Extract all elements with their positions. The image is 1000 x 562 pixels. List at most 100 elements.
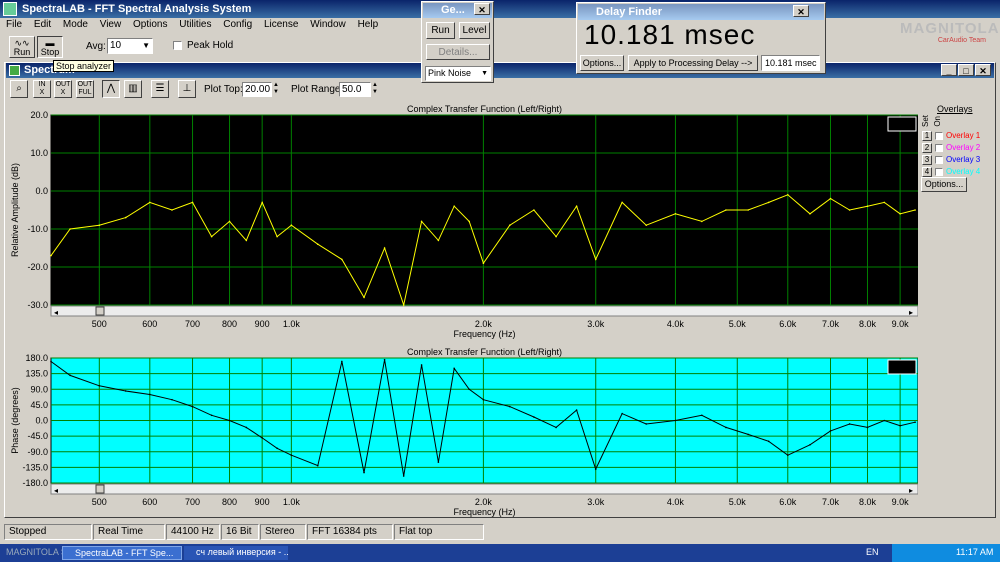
- plot-range-spinner[interactable]: ▲ ▼: [372, 82, 378, 95]
- app-icon: [3, 2, 17, 16]
- y-tick-label: 180.0: [25, 353, 48, 363]
- plot-range-input[interactable]: 50.0: [339, 82, 371, 97]
- line-mode-icon[interactable]: ⋀: [102, 80, 120, 98]
- data-point: [883, 201, 886, 204]
- data-point: [899, 213, 901, 215]
- run-label: Run: [13, 47, 31, 57]
- data-point: [468, 220, 470, 223]
- apply-delay-button[interactable]: Apply to Processing Delay -->: [628, 55, 758, 71]
- data-point: [453, 205, 456, 207]
- bar-mode-icon[interactable]: ▥: [124, 80, 142, 98]
- overlay-checkbox[interactable]: [935, 156, 943, 164]
- chart-title: Complex Transfer Function (Left/Right): [407, 347, 562, 357]
- data-point: [210, 235, 213, 238]
- x-tick-label: 3.0k: [587, 319, 605, 329]
- data-point: [69, 228, 71, 230]
- data-point: [191, 405, 194, 408]
- overlay-set-button[interactable]: 4: [922, 167, 932, 177]
- y-tick-label: 90.0: [30, 384, 48, 394]
- delay-finder-close-button[interactable]: ✕: [793, 5, 809, 17]
- plot-top-input[interactable]: 20.00: [242, 82, 272, 97]
- overlay-set-button[interactable]: 2: [922, 143, 932, 153]
- generator-close-button[interactable]: ✕: [474, 3, 490, 15]
- maximize-button[interactable]: □: [958, 64, 974, 76]
- delay-options-button[interactable]: Options...: [580, 55, 624, 71]
- zoom-out-full-icon[interactable]: OUT FUL: [76, 80, 94, 98]
- menu-view[interactable]: View: [99, 19, 122, 30]
- menu-utilities[interactable]: Utilities: [179, 19, 212, 30]
- language-indicator[interactable]: EN: [866, 547, 879, 557]
- avg-value: 10: [110, 40, 122, 51]
- data-point: [437, 239, 440, 242]
- menu-mode[interactable]: Mode: [62, 19, 88, 30]
- app-title: SpectraLAB - FFT Spectral Analysis Syste…: [22, 3, 252, 15]
- generator-run-button[interactable]: Run: [426, 22, 455, 39]
- avg-select[interactable]: 10 ▼: [107, 38, 153, 54]
- data-point: [533, 209, 535, 211]
- data-point: [674, 419, 677, 422]
- data-point: [509, 405, 511, 408]
- noise-select[interactable]: Pink Noise ▼: [425, 66, 491, 81]
- y-axis-label: Phase (degrees): [10, 387, 20, 454]
- data-point: [437, 461, 440, 463]
- tooltip: Stop analyzer: [53, 60, 115, 72]
- data-point: [149, 393, 151, 396]
- taskbar-item-document[interactable]: сч левый инверсия - ...: [184, 546, 288, 560]
- noise-value: Pink Noise: [428, 68, 472, 78]
- cursor-icon[interactable]: ⊥: [178, 80, 196, 98]
- data-point: [383, 247, 386, 249]
- x-tick-label: 8.0k: [859, 497, 877, 507]
- overlay-checkbox[interactable]: [935, 144, 943, 152]
- overlay-set-button[interactable]: 1: [922, 131, 932, 141]
- menu-edit[interactable]: Edit: [33, 19, 52, 30]
- zoom-out-x-icon[interactable]: OUT X: [54, 80, 72, 98]
- plot-top-spinner[interactable]: ▲ ▼: [273, 82, 279, 95]
- data-point: [555, 235, 557, 238]
- list-icon[interactable]: ☰: [151, 80, 169, 98]
- stop-button[interactable]: ▬ Stop: [37, 36, 63, 58]
- overlay-checkbox[interactable]: [935, 168, 943, 176]
- menu-help[interactable]: Help: [357, 19, 379, 30]
- overlays-options-button[interactable]: Options...: [921, 177, 967, 192]
- x-tick-label: 600: [142, 497, 157, 507]
- minimize-button[interactable]: _: [941, 64, 957, 76]
- zoom-in-x-icon[interactable]: IN X: [33, 80, 51, 98]
- data-point: [786, 454, 789, 457]
- data-point: [848, 423, 851, 425]
- peak-hold-checkbox[interactable]: [173, 41, 182, 50]
- taskbar-item-spectralab[interactable]: SpectraLAB - FFT Spe...: [62, 546, 182, 560]
- data-point: [509, 224, 511, 226]
- menu-options[interactable]: Options: [133, 19, 168, 30]
- data-point: [453, 367, 456, 370]
- x-tick-label: 500: [92, 319, 107, 329]
- menu-window[interactable]: Window: [310, 19, 346, 30]
- overlay-checkbox[interactable]: [935, 132, 943, 140]
- x-tick-label: 2.0k: [475, 319, 493, 329]
- data-point: [124, 216, 127, 219]
- y-tick-label: -180.0: [22, 478, 48, 488]
- menu-config[interactable]: Config: [223, 19, 253, 30]
- generator-details-button[interactable]: Details...: [426, 44, 490, 60]
- data-point: [191, 201, 194, 204]
- status-bits: 16 Bit: [221, 524, 259, 540]
- data-point: [228, 419, 231, 422]
- menu-file[interactable]: File: [6, 19, 23, 30]
- zoom-icon[interactable]: ⌕: [10, 80, 28, 98]
- data-point: [171, 209, 173, 211]
- close-button[interactable]: ✕: [975, 64, 991, 76]
- data-point: [290, 224, 293, 226]
- x-tick-label: 4.0k: [667, 497, 685, 507]
- app-titlebar: SpectraLAB - FFT Spectral Analysis Syste…: [0, 0, 1000, 18]
- data-point: [98, 384, 101, 387]
- overlay-set-button[interactable]: 3: [922, 155, 932, 165]
- data-point: [555, 426, 557, 429]
- y-tick-label: 0.0: [35, 416, 48, 426]
- x-tick-label: 3.0k: [587, 497, 605, 507]
- x-tick-label: 900: [255, 497, 270, 507]
- run-button[interactable]: ∿∿ Run: [9, 36, 35, 58]
- menu-license[interactable]: License: [263, 19, 299, 30]
- data-point: [50, 254, 52, 257]
- x-tick-label: 700: [185, 497, 200, 507]
- plot-top-label: Plot Top:: [204, 84, 243, 95]
- generator-level-button[interactable]: Level: [459, 22, 490, 39]
